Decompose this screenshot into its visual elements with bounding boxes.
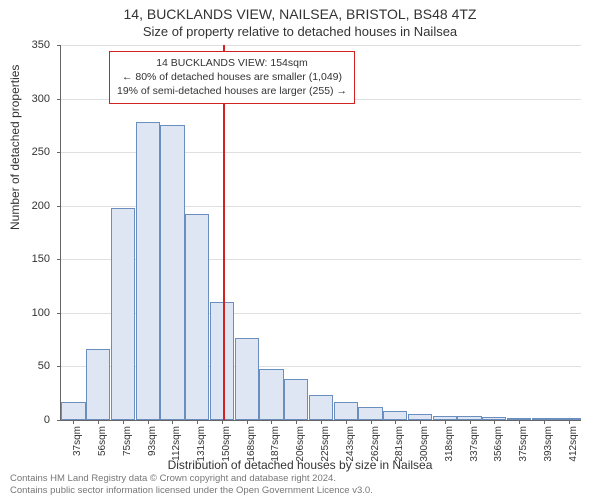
ytick-label: 200 bbox=[10, 200, 50, 212]
histogram-bar bbox=[358, 407, 382, 420]
xtick-label: 131sqm bbox=[196, 426, 207, 476]
chart-subtitle: Size of property relative to detached ho… bbox=[0, 24, 600, 39]
xtick-label: 393sqm bbox=[543, 426, 554, 476]
annotation-box: 14 BUCKLANDS VIEW: 154sqm ← 80% of detac… bbox=[109, 51, 355, 104]
xtick-label: 112sqm bbox=[171, 426, 182, 476]
histogram-bar bbox=[185, 214, 209, 420]
ytick-mark bbox=[57, 45, 61, 46]
xtick-label: 262sqm bbox=[370, 426, 381, 476]
xtick-mark bbox=[519, 420, 520, 424]
gridline bbox=[61, 45, 581, 46]
xtick-mark bbox=[98, 420, 99, 424]
xtick-mark bbox=[148, 420, 149, 424]
annotation-line: 14 BUCKLANDS VIEW: 154sqm bbox=[117, 56, 347, 70]
footer-line: Contains public sector information licen… bbox=[10, 485, 373, 497]
ytick-mark bbox=[57, 152, 61, 153]
ytick-mark bbox=[57, 420, 61, 421]
xtick-label: 37sqm bbox=[72, 426, 83, 476]
histogram-bar bbox=[160, 125, 184, 420]
histogram-bar bbox=[86, 349, 110, 420]
xtick-label: 412sqm bbox=[568, 426, 579, 476]
footer-attribution: Contains HM Land Registry data © Crown c… bbox=[10, 473, 373, 497]
xtick-label: 375sqm bbox=[518, 426, 529, 476]
xtick-label: 243sqm bbox=[345, 426, 356, 476]
xtick-label: 56sqm bbox=[97, 426, 108, 476]
xtick-mark bbox=[445, 420, 446, 424]
xtick-mark bbox=[470, 420, 471, 424]
ytick-label: 50 bbox=[10, 360, 50, 372]
xtick-label: 337sqm bbox=[469, 426, 480, 476]
xtick-label: 187sqm bbox=[270, 426, 281, 476]
annotation-line: 19% of semi-detached houses are larger (… bbox=[117, 84, 347, 98]
histogram-bar bbox=[235, 338, 259, 421]
ytick-mark bbox=[57, 366, 61, 367]
xtick-label: 206sqm bbox=[295, 426, 306, 476]
ytick-label: 350 bbox=[10, 39, 50, 51]
histogram-bar bbox=[309, 395, 333, 420]
ytick-label: 100 bbox=[10, 307, 50, 319]
ytick-label: 250 bbox=[10, 146, 50, 158]
ytick-label: 150 bbox=[10, 253, 50, 265]
xtick-label: 75sqm bbox=[122, 426, 133, 476]
xtick-mark bbox=[494, 420, 495, 424]
chart-title-address: 14, BUCKLANDS VIEW, NAILSEA, BRISTOL, BS… bbox=[0, 6, 600, 22]
xtick-mark bbox=[123, 420, 124, 424]
xtick-mark bbox=[271, 420, 272, 424]
xtick-label: 93sqm bbox=[147, 426, 158, 476]
xtick-label: 300sqm bbox=[419, 426, 430, 476]
xtick-label: 150sqm bbox=[221, 426, 232, 476]
histogram-bar bbox=[334, 402, 358, 420]
xtick-label: 225sqm bbox=[320, 426, 331, 476]
annotation-line: ← 80% of detached houses are smaller (1,… bbox=[117, 70, 347, 84]
ytick-label: 300 bbox=[10, 93, 50, 105]
xtick-label: 356sqm bbox=[493, 426, 504, 476]
histogram-bar bbox=[259, 369, 283, 420]
ytick-label: 0 bbox=[10, 414, 50, 426]
xtick-mark bbox=[346, 420, 347, 424]
xtick-label: 318sqm bbox=[444, 426, 455, 476]
plot-area: 14 BUCKLANDS VIEW: 154sqm ← 80% of detac… bbox=[60, 45, 581, 421]
histogram-bar bbox=[210, 302, 234, 420]
histogram-bar bbox=[61, 402, 85, 420]
ytick-mark bbox=[57, 206, 61, 207]
histogram-bar bbox=[111, 208, 135, 420]
xtick-mark bbox=[73, 420, 74, 424]
ytick-mark bbox=[57, 259, 61, 260]
xtick-label: 168sqm bbox=[246, 426, 257, 476]
footer-line: Contains HM Land Registry data © Crown c… bbox=[10, 473, 373, 485]
xtick-mark bbox=[222, 420, 223, 424]
xtick-mark bbox=[172, 420, 173, 424]
ytick-mark bbox=[57, 313, 61, 314]
histogram-bar bbox=[136, 122, 160, 420]
xtick-mark bbox=[197, 420, 198, 424]
ytick-mark bbox=[57, 99, 61, 100]
histogram-bar bbox=[284, 379, 308, 420]
xtick-mark bbox=[420, 420, 421, 424]
xtick-mark bbox=[296, 420, 297, 424]
xtick-mark bbox=[247, 420, 248, 424]
histogram-bar bbox=[383, 411, 407, 420]
xtick-mark bbox=[321, 420, 322, 424]
xtick-mark bbox=[395, 420, 396, 424]
xtick-mark bbox=[371, 420, 372, 424]
xtick-label: 281sqm bbox=[394, 426, 405, 476]
chart-container: 14, BUCKLANDS VIEW, NAILSEA, BRISTOL, BS… bbox=[0, 0, 600, 500]
xtick-mark bbox=[544, 420, 545, 424]
xtick-mark bbox=[569, 420, 570, 424]
